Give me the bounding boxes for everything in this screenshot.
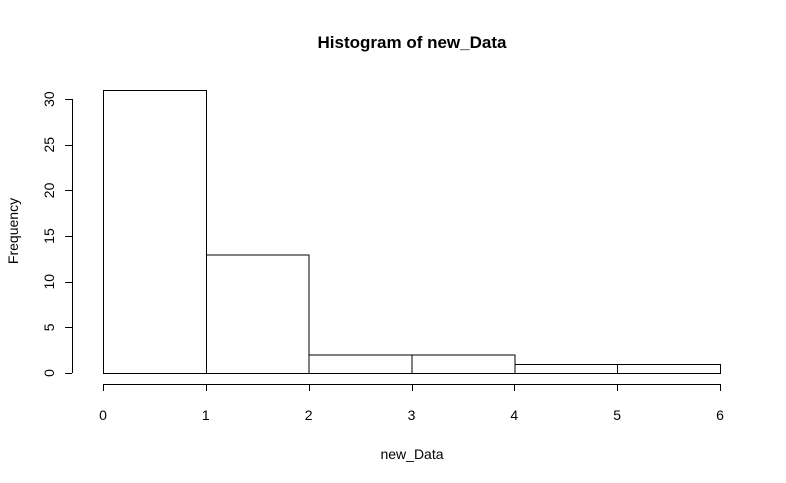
y-tick-label-2: 10 xyxy=(41,274,57,290)
histogram-bar-5 xyxy=(617,363,722,375)
y-tick-label-0: 0 xyxy=(41,369,57,377)
x-tick-label-4: 4 xyxy=(510,407,518,423)
y-tick-label-6: 30 xyxy=(41,91,57,107)
histogram-bar-4 xyxy=(514,363,619,375)
x-tick-label-0: 0 xyxy=(99,407,107,423)
histogram-bar-0 xyxy=(103,90,207,374)
x-tick-label-3: 3 xyxy=(408,407,416,423)
y-axis: 0 5 10 15 20 25 30 xyxy=(41,91,73,377)
bars-group xyxy=(103,90,722,375)
chart-title: Histogram of new_Data xyxy=(318,33,507,52)
y-tick-label-3: 15 xyxy=(41,228,57,244)
x-tick-label-1: 1 xyxy=(202,407,210,423)
x-axis: 0 1 2 3 4 5 6 xyxy=(99,384,724,423)
x-tick-label-6: 6 xyxy=(716,407,724,423)
x-tick-label-5: 5 xyxy=(613,407,621,423)
x-tick-label-2: 2 xyxy=(305,407,313,423)
histogram-bar-1 xyxy=(205,254,310,375)
y-tick-label-1: 5 xyxy=(41,323,57,331)
y-tick-label-5: 25 xyxy=(41,137,57,153)
y-tick-label-4: 20 xyxy=(41,182,57,198)
y-axis-label: Frequency xyxy=(5,198,21,264)
x-axis-label: new_Data xyxy=(380,446,443,462)
histogram-bar-3 xyxy=(411,354,516,375)
histogram-bar-2 xyxy=(308,354,413,375)
